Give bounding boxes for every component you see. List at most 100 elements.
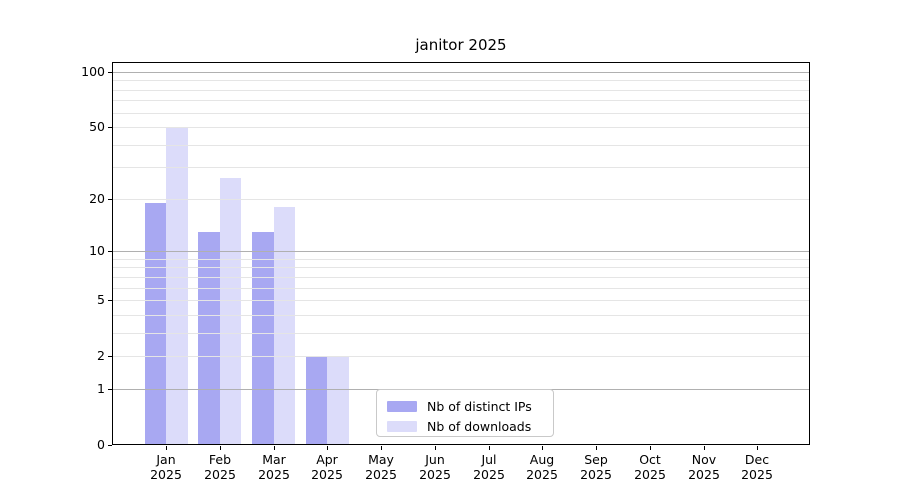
x-tick-year: 2025 — [365, 467, 397, 482]
y-tick-label: 0 — [97, 437, 105, 452]
bar-nb-of-downloads-jan — [166, 127, 188, 445]
gridline-minor — [113, 127, 809, 128]
gridline-minor — [113, 199, 809, 200]
bar-nb-of-distinct-ips-apr — [305, 356, 328, 445]
y-tick-label: 100 — [81, 64, 105, 79]
x-tick-label: May 2025 — [354, 452, 408, 482]
x-tick — [704, 446, 705, 450]
x-tick — [596, 446, 597, 450]
y-tick — [108, 72, 112, 73]
gridline-minor — [113, 113, 809, 114]
x-tick-year: 2025 — [580, 467, 612, 482]
y-tick — [108, 356, 112, 357]
y-tick-label: 20 — [89, 191, 105, 206]
x-tick-year: 2025 — [150, 467, 182, 482]
gridline-minor — [113, 167, 809, 168]
gridline-minor — [113, 315, 809, 316]
bar-nb-of-downloads-apr — [327, 356, 349, 445]
x-tick-month: Oct — [639, 452, 661, 467]
y-tick — [108, 300, 112, 301]
x-tick-year: 2025 — [204, 467, 236, 482]
x-tick-month: Jan — [156, 452, 176, 467]
x-tick-year: 2025 — [688, 467, 720, 482]
gridline-minor — [113, 288, 809, 289]
x-tick-month: Mar — [262, 452, 286, 467]
x-tick-label: Mar 2025 — [247, 452, 301, 482]
x-tick — [435, 446, 436, 450]
x-tick — [220, 446, 221, 450]
legend-label-downloads: Nb of downloads — [427, 418, 532, 434]
legend: Nb of distinct IPs Nb of downloads — [376, 389, 554, 437]
bar-nb-of-distinct-ips-mar — [252, 231, 274, 445]
gridline-minor — [113, 100, 809, 101]
legend-swatch-distinct-ips — [387, 400, 417, 412]
x-tick — [274, 446, 275, 450]
legend-entry-distinct-ips: Nb of distinct IPs — [387, 396, 543, 416]
gridline-minor — [113, 356, 809, 357]
bar-nb-of-downloads-mar — [273, 206, 296, 445]
x-tick-month: Jul — [481, 452, 497, 467]
x-tick-month: Nov — [691, 452, 717, 467]
x-tick-label: Nov 2025 — [677, 452, 731, 482]
gridline-minor — [113, 145, 809, 146]
gridline-minor — [113, 80, 809, 81]
bar-nb-of-distinct-ips-feb — [198, 231, 220, 445]
y-tick-label: 5 — [97, 292, 105, 307]
x-tick-label: Dec 2025 — [730, 452, 784, 482]
x-tick-year: 2025 — [473, 467, 505, 482]
x-tick — [489, 446, 490, 450]
x-tick-month: Feb — [208, 452, 232, 467]
gridline-minor — [113, 267, 809, 268]
x-tick-label: Apr 2025 — [300, 452, 354, 482]
x-tick-year: 2025 — [634, 467, 666, 482]
x-tick — [327, 446, 328, 450]
x-tick-year: 2025 — [419, 467, 451, 482]
legend-swatch-downloads — [387, 420, 417, 432]
y-tick — [108, 199, 112, 200]
gridline-minor — [113, 277, 809, 278]
x-tick-year: 2025 — [741, 467, 773, 482]
plot-frame — [112, 62, 810, 445]
gridline-major — [113, 72, 809, 73]
x-tick-month: Dec — [744, 452, 770, 467]
y-tick — [108, 389, 112, 390]
legend-label-distinct-ips: Nb of distinct IPs — [427, 398, 532, 414]
x-tick-label: Aug 2025 — [515, 452, 569, 482]
x-tick-label: Jun 2025 — [408, 452, 462, 482]
x-tick-year: 2025 — [258, 467, 290, 482]
chart-title: janitor 2025 — [415, 36, 507, 54]
y-tick-label: 2 — [97, 348, 105, 363]
x-tick — [381, 446, 382, 450]
x-tick-year: 2025 — [526, 467, 558, 482]
gridline-minor — [113, 300, 809, 301]
x-tick-month: Jun — [425, 452, 445, 467]
x-tick-label: Feb 2025 — [193, 452, 247, 482]
gridline-minor — [113, 90, 809, 91]
y-tick-label: 50 — [89, 119, 105, 134]
bar-nb-of-downloads-feb — [219, 178, 242, 445]
gridline-minor — [113, 259, 809, 260]
x-tick-label: Sep 2025 — [569, 452, 623, 482]
legend-entry-downloads: Nb of downloads — [387, 416, 543, 436]
y-tick-label: 1 — [97, 381, 105, 396]
x-tick-month: Sep — [584, 452, 608, 467]
y-tick-label: 10 — [89, 243, 105, 258]
y-tick — [108, 127, 112, 128]
bar-nb-of-distinct-ips-jan — [144, 202, 166, 445]
x-tick-month: May — [368, 452, 394, 467]
y-tick — [108, 251, 112, 252]
x-tick-month: Aug — [529, 452, 555, 467]
x-tick-label: Jan 2025 — [139, 452, 193, 482]
x-tick-year: 2025 — [311, 467, 343, 482]
y-tick — [108, 445, 112, 446]
x-tick — [542, 446, 543, 450]
x-tick-month: Apr — [316, 452, 338, 467]
x-tick — [650, 446, 651, 450]
x-tick — [757, 446, 758, 450]
gridline-minor — [113, 333, 809, 334]
x-tick — [166, 446, 167, 450]
gridline-major — [113, 251, 809, 252]
x-tick-label: Jul 2025 — [462, 452, 516, 482]
